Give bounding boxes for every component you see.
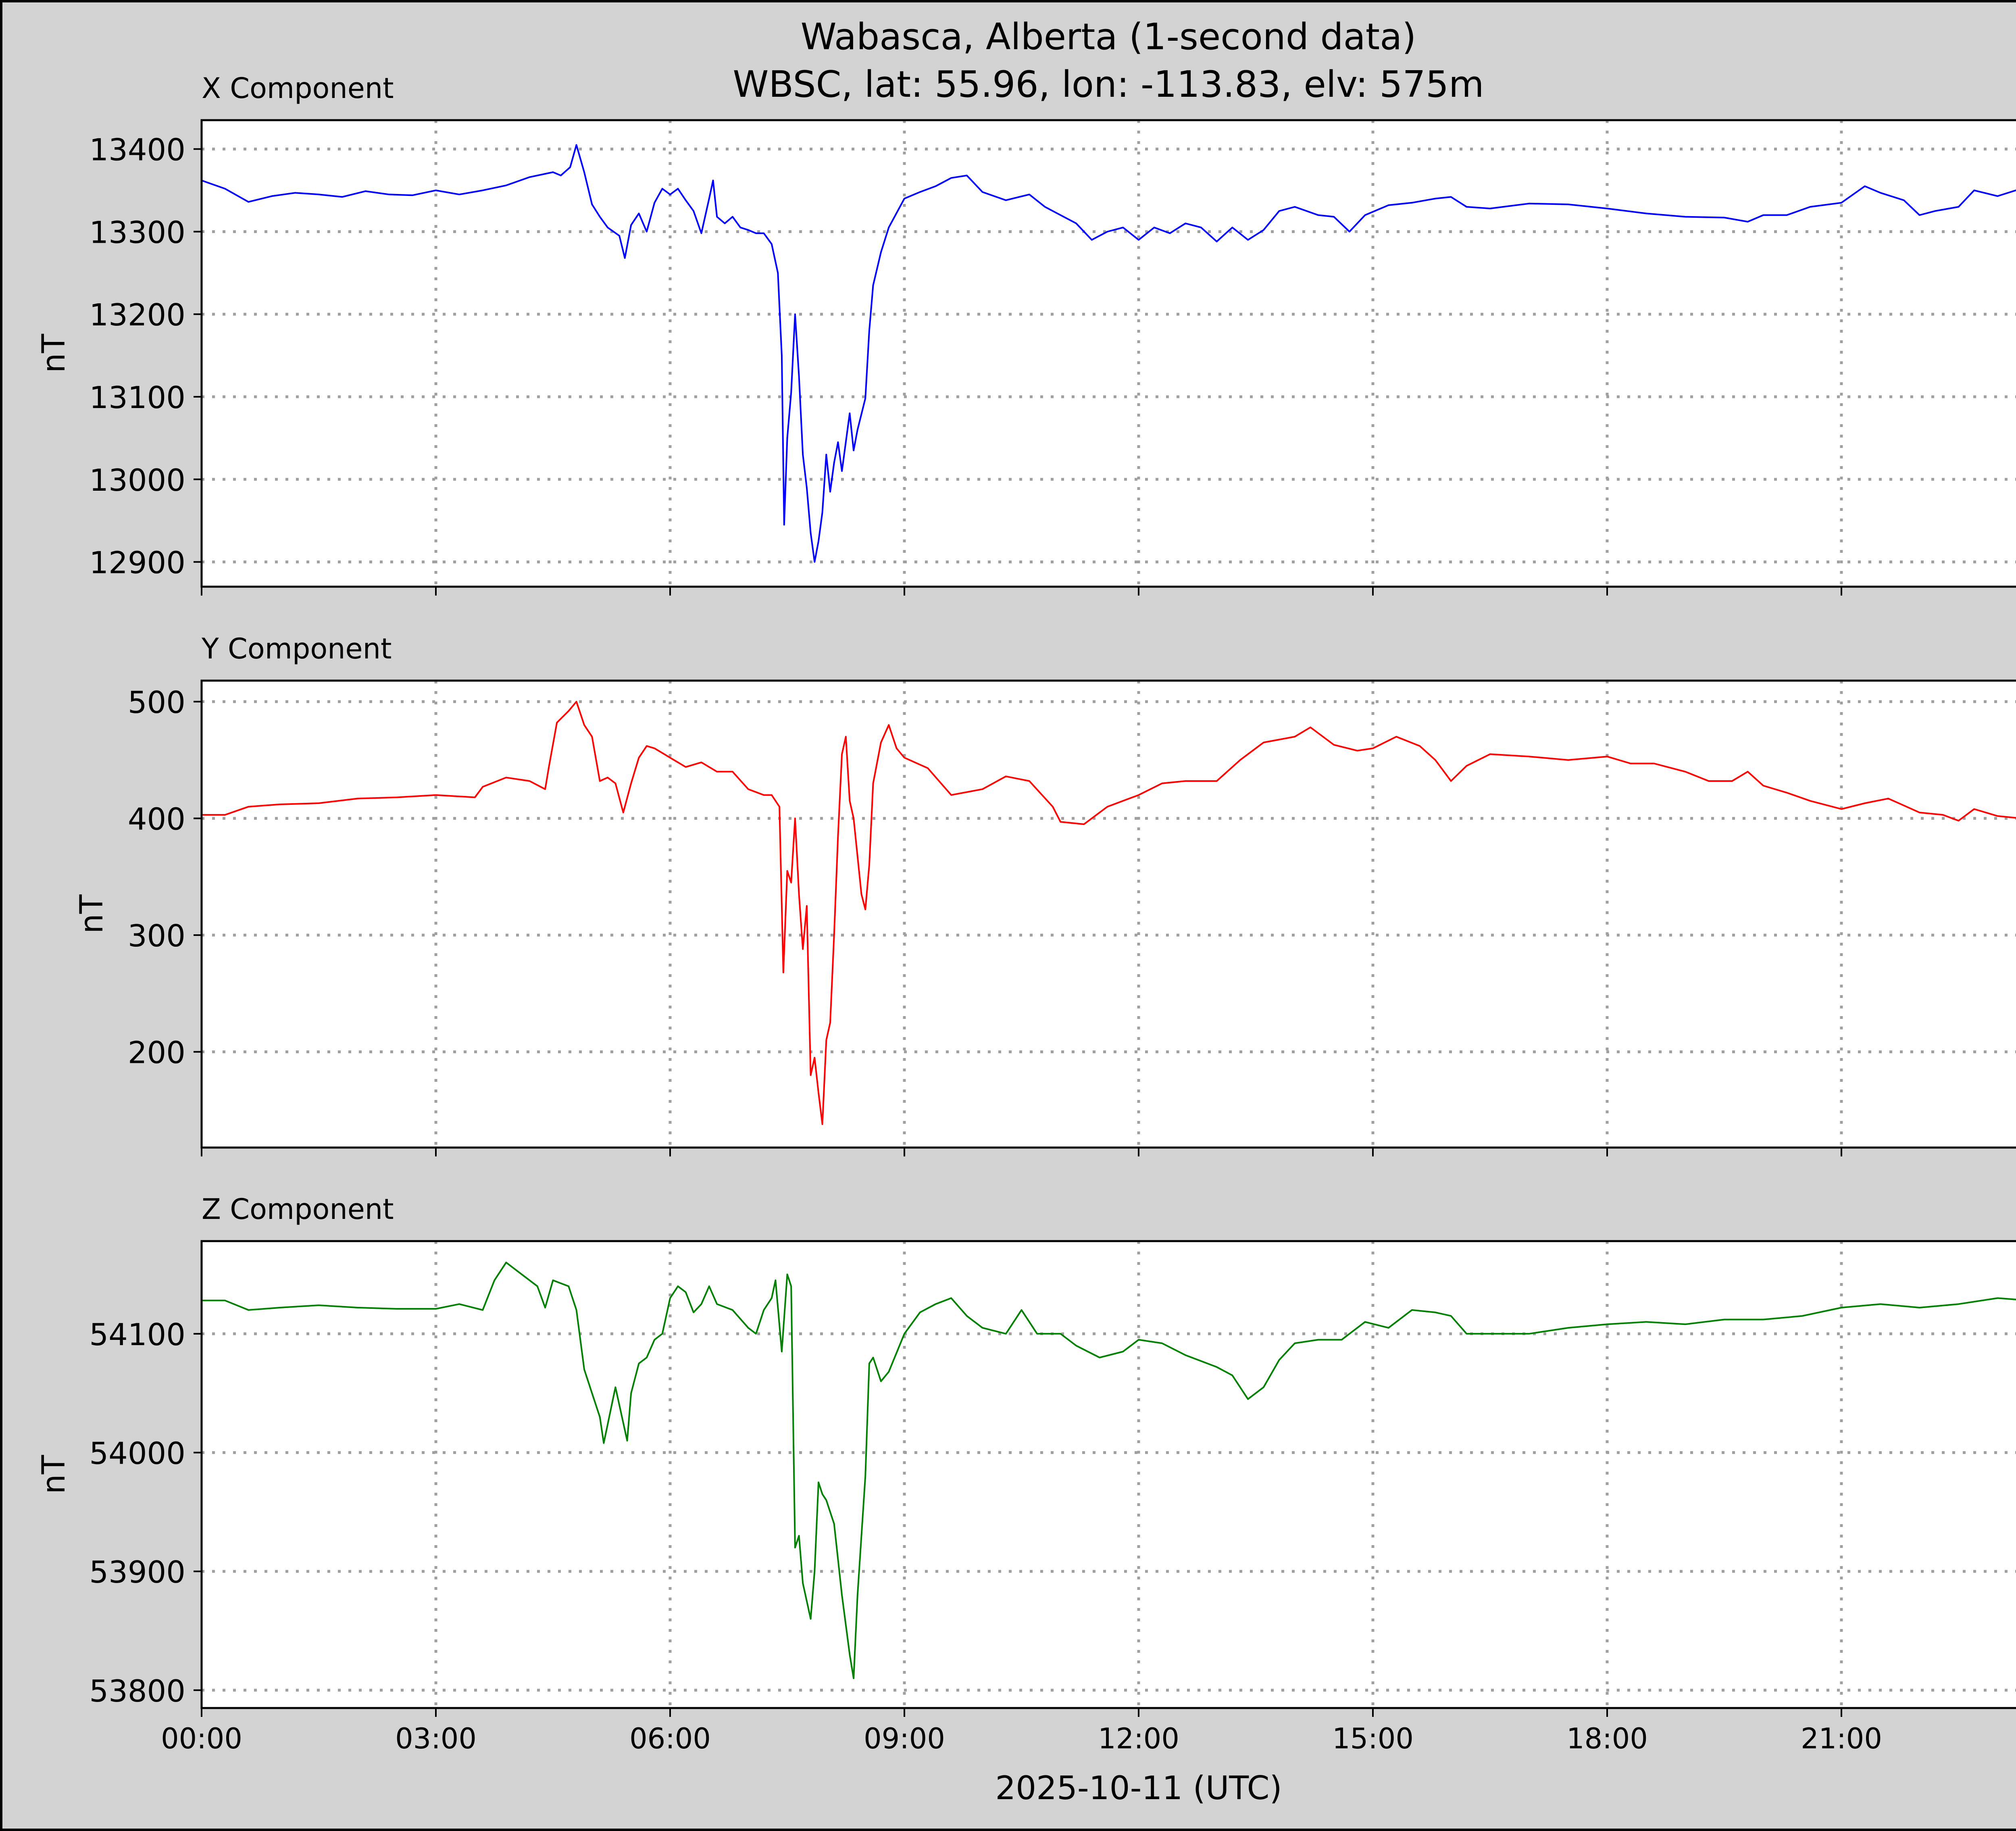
- x-tick-label: 12:00: [1098, 1722, 1179, 1755]
- y-tick-label: 200: [128, 1035, 185, 1071]
- y-tick-label: 300: [128, 918, 185, 954]
- y-tick-label: 13000: [89, 462, 185, 498]
- z-component-plot-area: [202, 1241, 2016, 1708]
- x-tick-label: 09:00: [864, 1722, 945, 1755]
- y-tick-label: 13300: [89, 215, 185, 250]
- x-tick-label: 18:00: [1566, 1722, 1648, 1755]
- y-tick-label: 53900: [89, 1554, 185, 1590]
- x-tick-labels: 00:00 03:00 06:00 09:00 12:00 15:00 18:00 21:00: [161, 1722, 1882, 1755]
- y-tick-label: 54000: [89, 1435, 185, 1471]
- y-component-plot-area: [202, 681, 2016, 1148]
- y-tick-label: 54100: [89, 1317, 185, 1352]
- x-tick-label: 15:00: [1332, 1722, 1414, 1755]
- x-component-plot-area: [202, 120, 2016, 587]
- y-tick-label: 400: [128, 802, 185, 837]
- chart-subtitle: WBSC, lat: 55.96, lon: -113.83, elv: 575…: [733, 63, 1484, 106]
- panels: 12900 13000 13100 13200 13300 13400 X Componen…: [36, 72, 2016, 1717]
- chart-title: Wabasca, Alberta (1-second data): [801, 16, 1416, 58]
- x-tick-label: 21:00: [1801, 1722, 1882, 1755]
- z-component-title: Z Component: [202, 1193, 394, 1226]
- y-tick-label: 13400: [89, 132, 185, 168]
- x-component-title: X Component: [202, 72, 394, 105]
- z-component-frame: [200, 1240, 2016, 1709]
- x-component-frame: [200, 119, 2016, 588]
- y-tick-label: 12900: [89, 545, 185, 581]
- x-tick-label: 00:00: [161, 1722, 242, 1755]
- x-component-y-axis-label: nT: [36, 334, 72, 373]
- y-tick-label: 13200: [89, 297, 185, 333]
- x-component-panel: 12900 13000 13100 13200 13300 13400 X Componen…: [36, 72, 2016, 596]
- y-component-panel: 200 300 400 500 Y Component nT: [74, 632, 2016, 1156]
- z-component-y-axis-label: nT: [36, 1455, 72, 1494]
- y-tick-label: 13100: [89, 380, 185, 415]
- y-tick-label: 53800: [89, 1673, 185, 1709]
- z-component-series-line: [202, 1262, 2016, 1679]
- x-tick-label: 03:00: [395, 1722, 477, 1755]
- y-component-title: Y Component: [201, 632, 392, 665]
- y-component-frame: [200, 679, 2016, 1149]
- y-component-series-line: [202, 701, 2016, 1125]
- z-component-panel: 53800 53900 54000 54100 Z Component nT: [36, 1193, 2016, 1717]
- x-component-series-line: [201, 144, 2016, 563]
- y-tick-label: 500: [128, 685, 185, 720]
- x-tick-label: 06:00: [629, 1722, 711, 1755]
- x-axis-label: 2025-10-11 (UTC): [995, 1769, 1282, 1807]
- y-component-y-axis-label: nT: [74, 894, 110, 933]
